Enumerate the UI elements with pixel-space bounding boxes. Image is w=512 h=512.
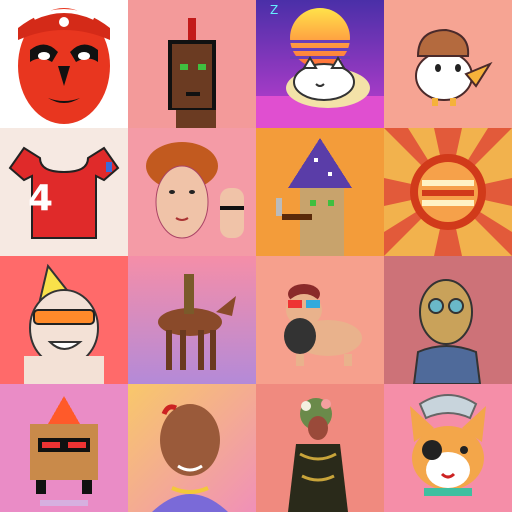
jersey-number: 4 (28, 178, 54, 219)
synthwave-cat-image: Z (256, 0, 384, 128)
tile-pixel-wizard[interactable] (256, 128, 384, 256)
tile-horse-rider[interactable] (128, 256, 256, 384)
punk-goggles-image (0, 256, 128, 384)
tile-zombie-man[interactable] (384, 256, 512, 384)
sunburst-badge-image (384, 128, 512, 256)
tile-jersey[interactable]: 4 (0, 128, 128, 256)
tile-bald-man[interactable] (128, 384, 256, 512)
duck-image (384, 0, 512, 128)
tile-pixel-creature[interactable] (0, 384, 128, 512)
tile-synthwave-cat[interactable]: Z (256, 0, 384, 128)
floral-figure-image (256, 384, 384, 512)
jersey-image (0, 128, 128, 256)
curly-hair-image (128, 128, 256, 256)
tile-duck[interactable] (384, 0, 512, 128)
tile-curly-hair-person[interactable] (128, 128, 256, 256)
pixel-creature-image (0, 384, 128, 512)
pixel-punk-image (128, 0, 256, 128)
bald-man-image (128, 384, 256, 512)
tile-sunburst-badge[interactable] (384, 128, 512, 256)
shiba-dog-image (384, 384, 512, 512)
pixel-wizard-image (256, 128, 384, 256)
tile-punk-goggles[interactable] (0, 256, 128, 384)
tile-shiba-dog[interactable] (384, 384, 512, 512)
opera-mask-image (0, 0, 128, 128)
svg-text:Z: Z (270, 3, 278, 17)
tile-3d-glasses-dog[interactable] (256, 256, 384, 384)
3d-glasses-dog-image (256, 256, 384, 384)
horse-rider-image (128, 256, 256, 384)
tile-opera-mask[interactable] (0, 0, 128, 128)
zombie-man-image (384, 256, 512, 384)
tile-floral-figure[interactable] (256, 384, 384, 512)
tile-pixel-punk-mohawk[interactable] (128, 0, 256, 128)
